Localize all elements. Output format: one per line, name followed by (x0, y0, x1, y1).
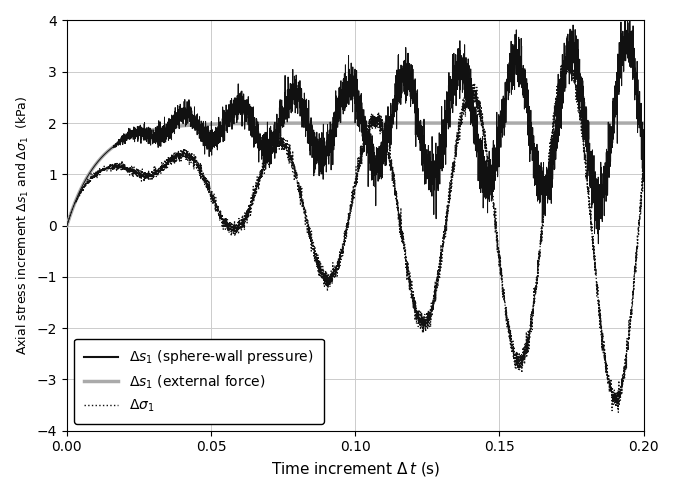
X-axis label: Time increment $\Delta\,t$ (s): Time increment $\Delta\,t$ (s) (270, 460, 440, 478)
Y-axis label: Axial stress increment $\Delta s_1$ and $\Delta\sigma_1$  (kPa): Axial stress increment $\Delta s_1$ and … (15, 96, 31, 355)
Legend: $\Delta s_1$ (sphere-wall pressure), $\Delta s_1$ (external force), $\Delta\sigm: $\Delta s_1$ (sphere-wall pressure), $\D… (74, 339, 324, 424)
